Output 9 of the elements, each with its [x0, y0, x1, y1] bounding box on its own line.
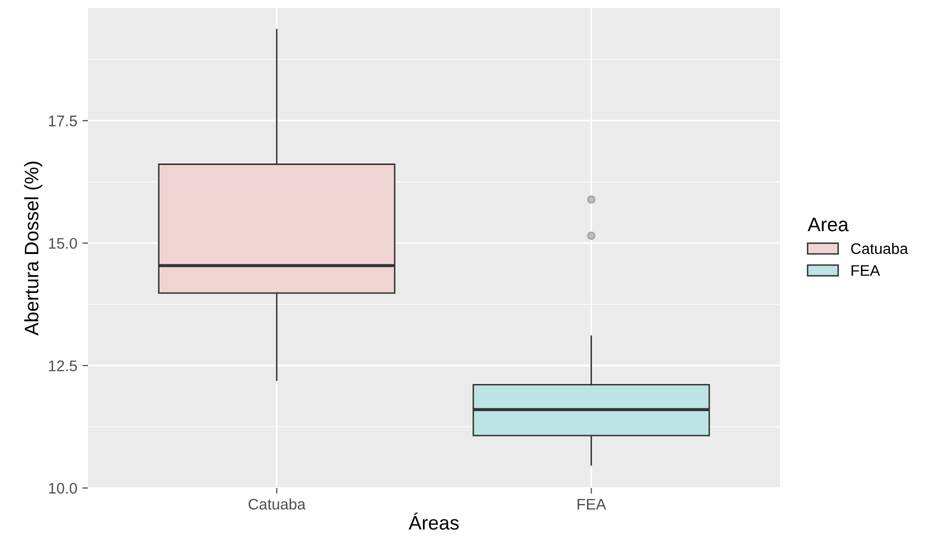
legend-label: Catuaba: [851, 242, 908, 254]
y-axis-title: Abertura Dossel (%): [24, 162, 42, 336]
legend-title: Area: [808, 218, 849, 232]
y-tick-label: 15.0: [49, 238, 77, 249]
x-axis-title: Áreas: [408, 512, 459, 530]
y-tick-label: 17.5: [49, 116, 77, 126]
legend-label: FEA: [852, 265, 880, 276]
y-tick-label: 12.5: [49, 360, 77, 372]
y-tick-label: 10.0: [49, 482, 77, 494]
